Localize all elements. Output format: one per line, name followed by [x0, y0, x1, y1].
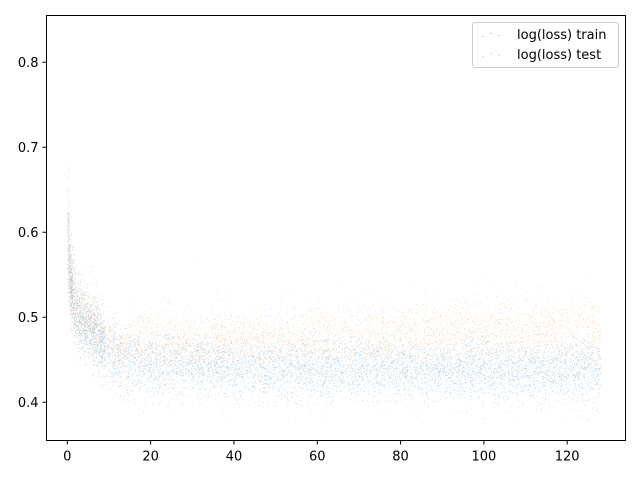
y-axis: 0.4 0.5 0.6 0.7 0.8 — [18, 56, 47, 411]
x-tick-label: 0 — [63, 450, 71, 465]
plot-frame — [46, 15, 626, 441]
y-tick-label: 0.7 — [18, 141, 39, 156]
legend-dot — [482, 35, 484, 38]
legend-box — [472, 22, 619, 68]
legend: log(loss) train log(loss) test — [472, 22, 619, 68]
x-tick-label: 20 — [142, 450, 159, 465]
legend-dot — [490, 32, 492, 35]
x-tick-label: 60 — [309, 450, 326, 465]
x-tick-label: 120 — [555, 450, 580, 465]
log-loss-train-points — [67, 164, 602, 425]
y-tick-label: 0.5 — [18, 311, 39, 326]
x-tick-label: 40 — [226, 450, 243, 465]
legend-marker-test — [482, 52, 500, 58]
legend-dot — [498, 54, 500, 57]
legend-dot — [482, 55, 484, 58]
y-tick-label: 0.4 — [18, 396, 39, 411]
y-tick-label: 0.6 — [18, 226, 39, 241]
log-loss-test-points — [67, 170, 602, 408]
test-points — [67, 170, 602, 408]
y-tick-label: 0.8 — [18, 56, 39, 71]
legend-label-test: log(loss) test — [517, 48, 601, 63]
x-tick-label: 100 — [471, 450, 496, 465]
legend-dot — [498, 34, 500, 37]
x-tick-label: 80 — [392, 450, 409, 465]
train-points — [67, 164, 602, 425]
legend-label-train: log(loss) train — [517, 28, 606, 43]
x-axis: 0 20 40 60 80 100 120 — [63, 440, 580, 465]
legend-dot — [490, 52, 492, 55]
legend-marker-train — [482, 32, 500, 38]
